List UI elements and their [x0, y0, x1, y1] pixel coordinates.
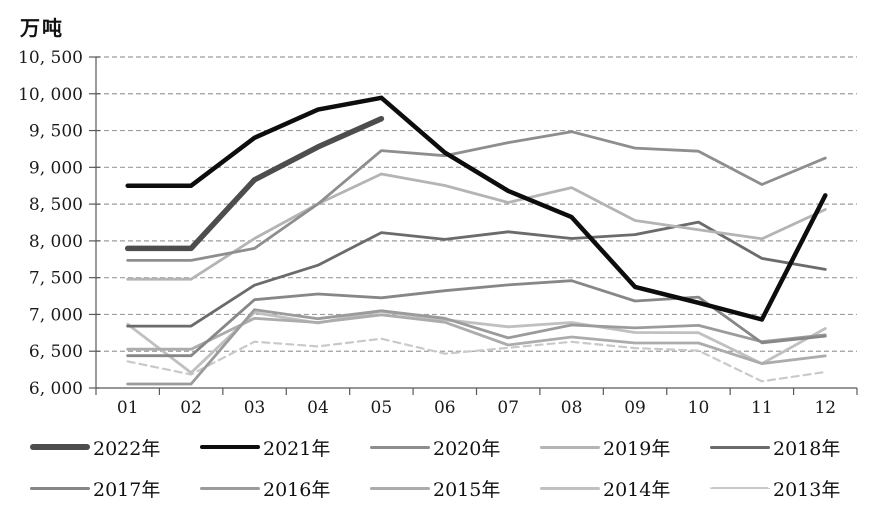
legend-swatch [370, 445, 430, 449]
series-line-2016年 [126, 308, 827, 386]
legend-item-2016年: 2016年 [200, 475, 370, 502]
legend-swatch [710, 445, 770, 449]
legend-item-2021年: 2021年 [200, 434, 370, 461]
series-line-2020年 [126, 130, 827, 262]
x-tick-label: 08 [561, 398, 583, 418]
legend-label: 2018年 [773, 437, 841, 460]
x-tick-label: 01 [117, 398, 139, 418]
series-line-2021年 [125, 95, 828, 322]
legend-label: 2016年 [263, 478, 331, 501]
legend-label: 2017年 [93, 478, 161, 501]
legend-label: 2019年 [603, 437, 671, 460]
x-tick-label: 04 [307, 398, 329, 418]
x-tick-label: 09 [624, 398, 646, 418]
legend-item-2022年: 2022年 [30, 434, 200, 461]
series-line-2013年 [126, 337, 827, 383]
series-line-2022年 [124, 115, 385, 252]
y-tick-label: 9, 000 [29, 158, 83, 178]
legend-label: 2013年 [773, 478, 841, 501]
series-line-2018年 [126, 220, 827, 328]
series-line-2019年 [126, 172, 827, 281]
y-tick-label: 7, 500 [29, 269, 83, 289]
legend-swatch [200, 486, 260, 490]
legend-label: 2020年 [433, 437, 501, 460]
y-tick-label: 7, 000 [29, 305, 83, 325]
legend-swatch [200, 444, 260, 450]
y-tick-label: 8, 500 [29, 195, 83, 215]
x-tick-label: 06 [434, 398, 456, 418]
legend-label: 2015年 [433, 478, 501, 501]
y-tick-label: 6, 500 [29, 342, 83, 362]
legend-swatch [30, 444, 90, 450]
y-tick-label: 10, 500 [18, 48, 83, 68]
y-tick-label: 9, 500 [29, 122, 83, 142]
legend-item-2015年: 2015年 [370, 475, 540, 502]
legend-swatch [370, 486, 430, 490]
y-tick-label: 10, 000 [18, 85, 83, 105]
x-tick-label: 02 [180, 398, 202, 418]
legend-swatch [540, 445, 600, 449]
legend-label: 2014年 [603, 478, 671, 501]
legend-swatch [30, 486, 90, 490]
x-tick-label: 11 [751, 398, 773, 418]
legend-swatch [540, 486, 600, 490]
y-tick-label: 8, 000 [29, 232, 83, 252]
x-tick-label: 10 [688, 398, 710, 418]
legend-item-2014年: 2014年 [540, 475, 710, 502]
legend-row: 2017年 2016年 2015年 2014年 2013年 [30, 471, 877, 505]
x-tick-label: 07 [497, 398, 519, 418]
x-tick-label: 12 [814, 398, 836, 418]
legend-item-2013年: 2013年 [710, 475, 880, 502]
legend-item-2017年: 2017年 [30, 475, 200, 502]
y-tick-label: 6, 000 [29, 379, 83, 399]
x-tick-label: 03 [244, 398, 266, 418]
legend-row: 2022年 2021年 2020年 2019年 2018年 [30, 430, 877, 464]
y-axis-unit-label: 万吨 [20, 16, 64, 40]
legend-item-2019年: 2019年 [540, 434, 710, 461]
legend-label: 2021年 [263, 437, 331, 460]
legend-item-2018年: 2018年 [710, 434, 880, 461]
legend-item-2020年: 2020年 [370, 434, 540, 461]
legend-label: 2022年 [93, 437, 161, 460]
chart-legend: 2022年 2021年 2020年 2019年 2018年 2017年 2016年 2015年… [30, 430, 877, 508]
x-tick-label: 05 [371, 398, 393, 418]
legend-swatch [710, 487, 770, 489]
